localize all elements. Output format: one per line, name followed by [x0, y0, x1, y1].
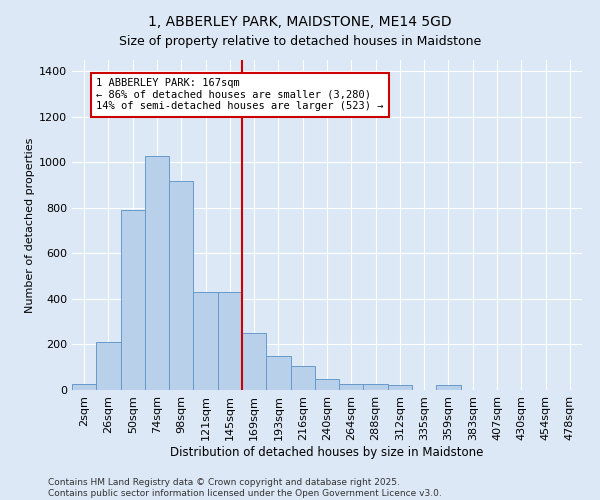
Bar	[72, 384, 96, 390]
X-axis label: Distribution of detached houses by size in Maidstone: Distribution of detached houses by size …	[170, 446, 484, 458]
Bar	[218, 292, 242, 390]
Bar	[388, 386, 412, 390]
Text: 1 ABBERLEY PARK: 167sqm
← 86% of detached houses are smaller (3,280)
14% of semi: 1 ABBERLEY PARK: 167sqm ← 86% of detache…	[96, 78, 384, 112]
Text: 1, ABBERLEY PARK, MAIDSTONE, ME14 5GD: 1, ABBERLEY PARK, MAIDSTONE, ME14 5GD	[148, 15, 452, 29]
Bar	[339, 384, 364, 390]
Text: Contains HM Land Registry data © Crown copyright and database right 2025.
Contai: Contains HM Land Registry data © Crown c…	[48, 478, 442, 498]
Bar	[364, 384, 388, 390]
Bar	[121, 210, 145, 390]
Bar	[315, 378, 339, 390]
Bar	[96, 342, 121, 390]
Bar	[242, 333, 266, 390]
Bar	[193, 292, 218, 390]
Bar	[145, 156, 169, 390]
Bar	[436, 386, 461, 390]
Bar	[266, 356, 290, 390]
Bar	[169, 180, 193, 390]
Bar	[290, 366, 315, 390]
Text: Size of property relative to detached houses in Maidstone: Size of property relative to detached ho…	[119, 35, 481, 48]
Y-axis label: Number of detached properties: Number of detached properties	[25, 138, 35, 312]
